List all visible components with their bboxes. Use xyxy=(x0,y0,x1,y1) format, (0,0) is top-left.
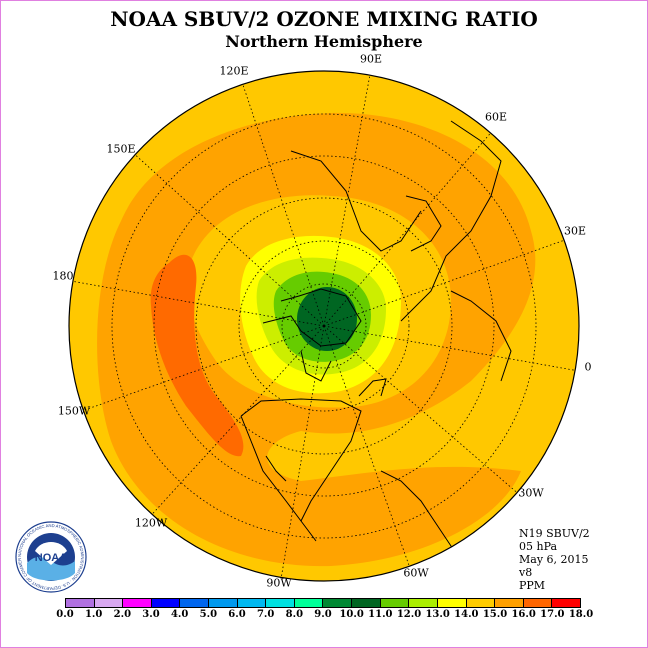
lon-label-150e: 150E xyxy=(106,142,136,156)
field-15-16 xyxy=(150,254,244,457)
colorbar-tick-label: 10.0 xyxy=(339,609,364,620)
logo-text: NOAA xyxy=(35,552,67,564)
colorbar-tick-label: 16.0 xyxy=(511,609,536,620)
lon-label-60e: 60E xyxy=(484,110,508,124)
info-pressure: 05 hPa xyxy=(519,540,558,553)
colorbar-swatch-2 xyxy=(123,599,152,607)
colorbar-tick-label: 4.0 xyxy=(170,609,189,620)
colorbar-swatch-6 xyxy=(237,599,267,607)
lon-label-0: 0 xyxy=(584,360,592,374)
colorbar-swatch-11 xyxy=(380,599,410,607)
colorbar-tick-label: 17.0 xyxy=(540,609,565,620)
info-block: N19 SBUV/2 05 hPa May 6, 2015 v8 PPM xyxy=(519,527,590,592)
colorbar-swatch-17 xyxy=(552,599,580,607)
colorbar-swatch-7 xyxy=(266,599,295,607)
colorbar-swatch-10 xyxy=(352,599,381,607)
latitude-circles xyxy=(111,113,537,539)
info-date: May 6, 2015 xyxy=(519,553,589,566)
map-border xyxy=(68,70,580,582)
colorbar-swatch-8 xyxy=(294,599,324,607)
lon-label-90w: 90W xyxy=(266,576,292,590)
colorbar-swatch-13 xyxy=(437,599,467,607)
lon-label-30w: 30W xyxy=(518,486,544,500)
colorbar-swatch-5 xyxy=(209,599,238,607)
map-subtitle: Northern Hemisphere xyxy=(225,32,423,51)
colorbar-tick-label: 0.0 xyxy=(56,609,74,620)
colorbar-tick-label: 5.0 xyxy=(199,609,218,620)
colorbar-tick-label: 11.0 xyxy=(368,609,393,620)
colorbar-tick-label: 14.0 xyxy=(454,609,479,620)
colorbar-tick-label: 6.0 xyxy=(228,609,246,620)
colorbar-swatch-3 xyxy=(151,599,181,607)
colorbar-swatch-4 xyxy=(180,599,210,607)
colorbar xyxy=(65,598,581,608)
lon-label-60w: 60W xyxy=(403,566,429,580)
colorbar-tick-label: 13.0 xyxy=(425,609,450,620)
lon-label-180: 180 xyxy=(52,269,74,283)
noaa-logo: NOAA NATIONAL OCEANIC AND ATMOSPHERIC AD… xyxy=(15,521,87,593)
colorbar-tick-label: 9.0 xyxy=(314,609,332,620)
colorbar-swatch-16 xyxy=(523,599,553,607)
colorbar-swatch-9 xyxy=(323,599,353,607)
colorbar-swatch-15 xyxy=(495,599,524,607)
meridians xyxy=(70,71,579,580)
colorbar-tick-label: 7.0 xyxy=(256,609,275,620)
colorbar-tick-label: 8.0 xyxy=(285,609,304,620)
colorbar-tick-label: 15.0 xyxy=(482,609,508,620)
colorbar-swatch-1 xyxy=(94,599,124,607)
lon-label-120e: 120E xyxy=(219,64,249,78)
lon-label-120w: 120W xyxy=(134,516,168,530)
info-satellite: N19 SBUV/2 xyxy=(519,527,590,540)
lon-label-150w: 150W xyxy=(57,404,91,418)
info-version: v8 xyxy=(519,566,533,579)
colorbar-swatch-14 xyxy=(466,599,496,607)
colorbar-swatch-12 xyxy=(409,599,438,607)
colorbar-tick-label: 3.0 xyxy=(142,609,160,620)
field-9-10 xyxy=(297,287,357,351)
colorbar-ticks: 0.0 1.0 2.0 3.0 4.0 5.0 6.0 7.0 8.0 9.0 10.0 11.0 12… xyxy=(56,609,593,625)
lon-label-30e: 30E xyxy=(563,224,587,238)
colorbar-tick-label: 1.0 xyxy=(84,609,103,620)
colorbar-swatch-0 xyxy=(66,599,95,607)
colorbar-tick-label: 18.0 xyxy=(568,609,594,620)
info-units: PPM xyxy=(519,579,546,592)
colorbar-tick-label: 12.0 xyxy=(396,609,422,620)
map-title: NOAA SBUV/2 OZONE MIXING RATIO xyxy=(110,7,538,31)
colorbar-tick-label: 2.0 xyxy=(113,609,132,620)
coastlines xyxy=(240,120,512,562)
lon-label-90e: 90E xyxy=(359,52,383,66)
